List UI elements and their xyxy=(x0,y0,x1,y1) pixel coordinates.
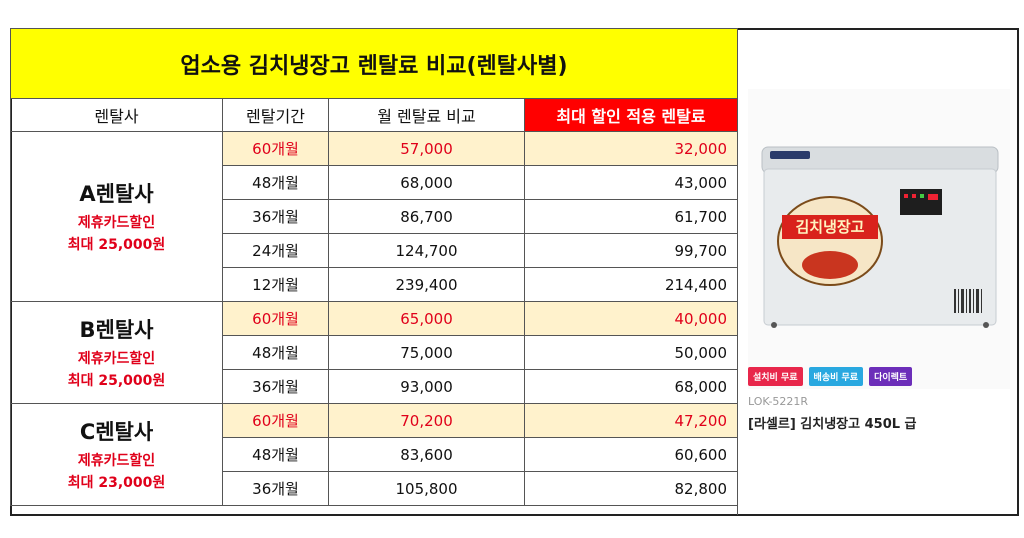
company-note: 제휴카드할인 xyxy=(77,350,156,367)
discounted-cell: 43,000 xyxy=(524,165,738,200)
period-cell: 60개월 xyxy=(222,301,329,336)
product-image[interactable]: 김치냉장고 xyxy=(748,89,1010,389)
table-title: 업소용 김치냉장고 렌탈료 비교(렌탈사별) xyxy=(10,28,738,99)
monthly-cell: 124,700 xyxy=(328,233,525,268)
company-name: C렌탈사 xyxy=(79,419,154,444)
discounted-cell: 60,600 xyxy=(524,437,738,472)
table-row: 48개월 83,600 60,600 xyxy=(11,437,738,472)
table-row: 36개월 105,800 82,800 xyxy=(11,471,738,506)
discounted-cell: 68,000 xyxy=(524,369,738,404)
period-cell: 48개월 xyxy=(222,437,329,472)
table-row: 24개월 124,700 99,700 xyxy=(11,233,738,268)
discounted-cell: 99,700 xyxy=(524,233,738,268)
company-note: 제휴카드할인 xyxy=(77,452,156,469)
discounted-cell: 61,700 xyxy=(524,199,738,234)
header-discounted-fee: 최대 할인 적용 렌탈료 xyxy=(524,98,738,132)
discounted-cell: 40,000 xyxy=(524,301,738,336)
product-panel: 김치냉장고 설치비 무료 배송비 무료 다이렉트 LOK-5221R [라셀르]… xyxy=(737,29,1019,515)
discounted-cell: 32,000 xyxy=(524,131,738,166)
tag-free-installation: 설치비 무료 xyxy=(748,367,803,386)
discounted-cell: 82,800 xyxy=(524,471,738,506)
discounted-cell: 47,200 xyxy=(524,403,738,438)
tag-direct: 다이렉트 xyxy=(869,367,913,386)
kimchi-fridge-illustration: 김치냉장고 xyxy=(761,146,999,328)
table-row: 48개월 75,000 50,000 xyxy=(11,335,738,370)
period-cell: 60개월 xyxy=(222,131,329,166)
period-cell: 48개월 xyxy=(222,165,329,200)
period-cell: 60개월 xyxy=(222,403,329,438)
box-label: 김치냉장고 xyxy=(795,218,864,236)
period-cell: 36개월 xyxy=(222,199,329,234)
discounted-cell: 214,400 xyxy=(524,267,738,302)
monthly-cell: 70,200 xyxy=(328,403,525,438)
tag-free-delivery: 배송비 무료 xyxy=(808,367,864,386)
product-tags: 설치비 무료 배송비 무료 다이렉트 xyxy=(748,367,913,386)
period-cell: 48개월 xyxy=(222,335,329,370)
period-cell: 12개월 xyxy=(222,267,329,302)
company-name: A렌탈사 xyxy=(79,181,154,206)
monthly-cell: 75,000 xyxy=(328,335,525,370)
table-row: A렌탈사 제휴카드할인 최대 25,000원 60개월 57,000 32,00… xyxy=(10,131,738,302)
discounted-cell: 50,000 xyxy=(524,335,738,370)
company-cell: C렌탈사 제휴카드할인 최대 23,000원 xyxy=(10,403,223,506)
monthly-cell: 57,000 xyxy=(328,131,525,166)
company-note: 제휴카드할인 xyxy=(77,214,156,231)
rental-comparison-table: 업소용 김치냉장고 렌탈료 비교(렌탈사별) 렌탈사 렌탈기간 월 렌탈료 비교… xyxy=(10,28,738,506)
monthly-cell: 86,700 xyxy=(328,199,525,234)
monthly-cell: 105,800 xyxy=(328,471,525,506)
table-row: 36개월 86,700 61,700 xyxy=(11,199,738,234)
period-cell: 24개월 xyxy=(222,233,329,268)
company-name: B렌탈사 xyxy=(79,317,154,342)
table-row: 48개월 68,000 43,000 xyxy=(11,165,738,200)
monthly-cell: 93,000 xyxy=(328,369,525,404)
header-company: 렌탈사 xyxy=(10,98,223,132)
header-monthly-fee: 월 렌탈료 비교 xyxy=(328,98,525,132)
company-cell: B렌탈사 제휴카드할인 최대 25,000원 xyxy=(10,301,223,404)
table-row: B렌탈사 제휴카드할인 최대 25,000원 60개월 65,000 40,00… xyxy=(10,301,738,404)
period-cell: 36개월 xyxy=(222,369,329,404)
table-row: C렌탈사 제휴카드할인 최대 23,000원 60개월 70,200 47,20… xyxy=(10,403,738,506)
company-discount: 최대 23,000원 xyxy=(67,474,166,491)
company-discount: 최대 25,000원 xyxy=(67,236,166,253)
product-model: LOK-5221R xyxy=(748,395,809,408)
monthly-cell: 65,000 xyxy=(328,301,525,336)
monthly-cell: 83,600 xyxy=(328,437,525,472)
company-cell: A렌탈사 제휴카드할인 최대 25,000원 xyxy=(10,131,223,302)
monthly-cell: 239,400 xyxy=(328,267,525,302)
header-period: 렌탈기간 xyxy=(222,98,329,132)
company-discount: 최대 25,000원 xyxy=(67,372,166,389)
product-name[interactable]: [라셀르] 김치냉장고 450L 급 xyxy=(748,417,917,432)
period-cell: 36개월 xyxy=(222,471,329,506)
monthly-cell: 68,000 xyxy=(328,165,525,200)
table-row: 36개월 93,000 68,000 xyxy=(11,369,738,404)
